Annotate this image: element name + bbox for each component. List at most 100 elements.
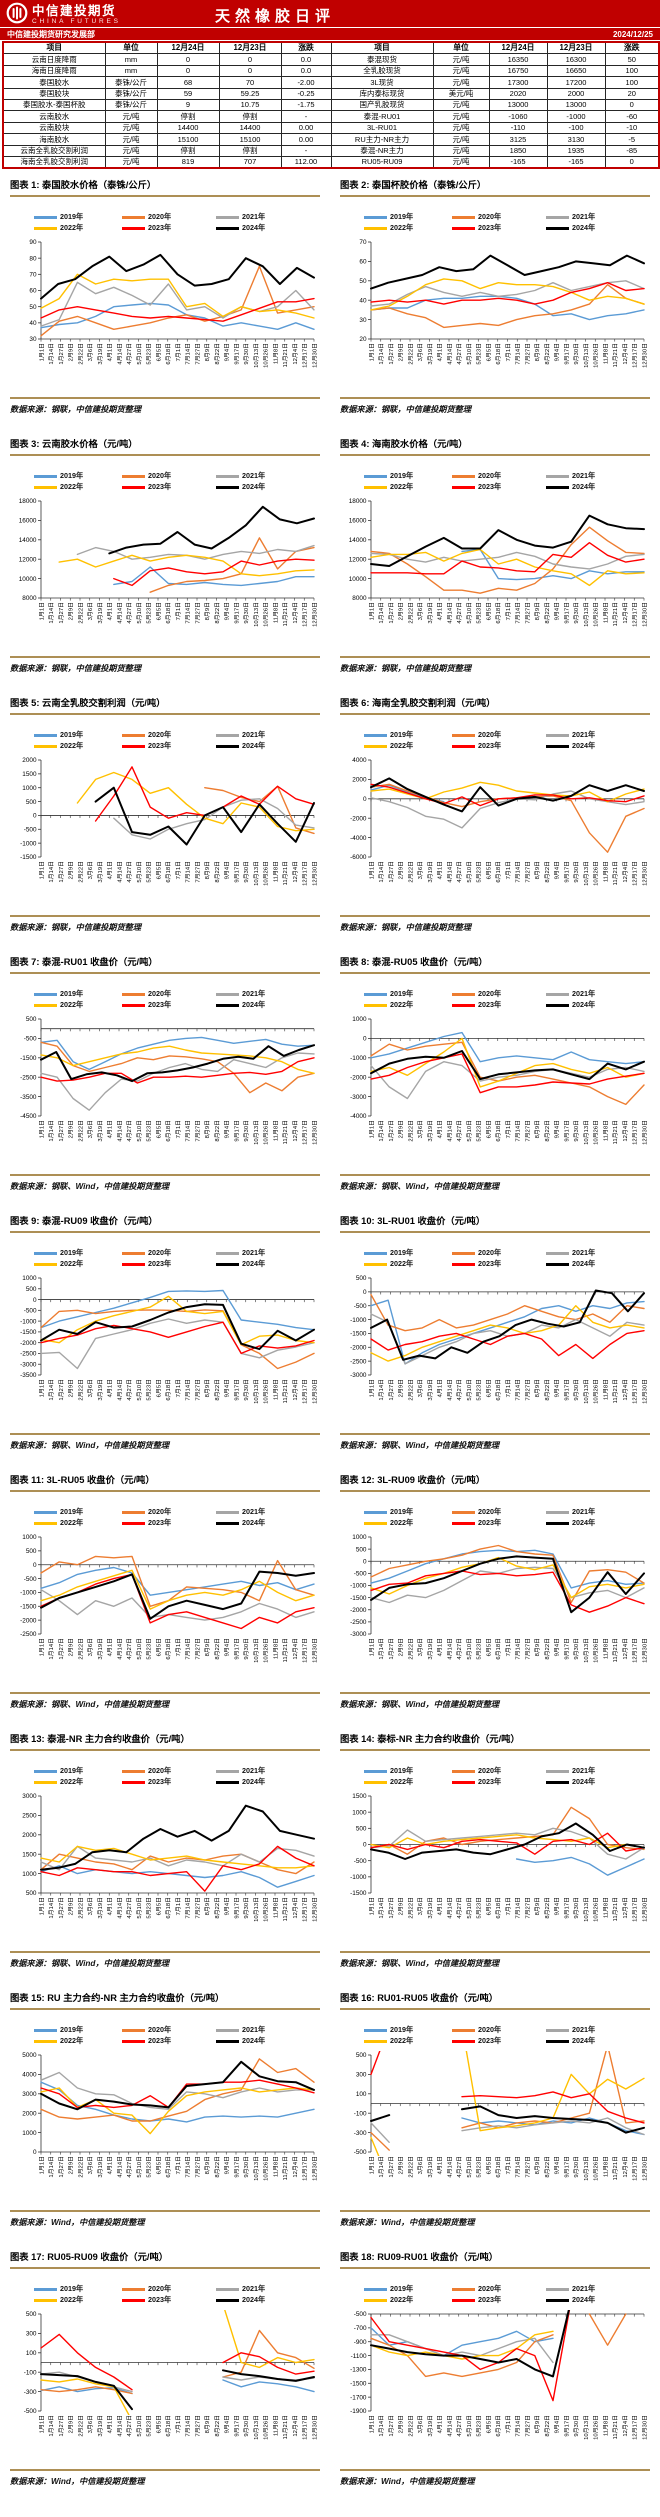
svg-text:-500: -500 xyxy=(354,1571,367,1578)
svg-text:7月27日: 7月27日 xyxy=(524,1638,531,1660)
svg-text:4月27日: 4月27日 xyxy=(126,1120,133,1142)
svg-text:12月30日: 12月30日 xyxy=(311,1379,318,1404)
legend-label: 2023年 xyxy=(148,1518,172,1528)
legend-color-swatch xyxy=(122,2288,145,2291)
legend-color-swatch xyxy=(452,1770,475,1773)
svg-text:7月14日: 7月14日 xyxy=(515,1379,522,1401)
legend-item: 2023年 xyxy=(122,1259,216,1269)
svg-text:8月22日: 8月22日 xyxy=(544,2156,551,2178)
svg-text:2月22日: 2月22日 xyxy=(77,2415,84,2437)
svg-text:3月6日: 3月6日 xyxy=(87,2415,94,2433)
svg-text:7月27日: 7月27日 xyxy=(194,1379,201,1401)
svg-text:12月30日: 12月30日 xyxy=(641,343,648,368)
svg-text:4月27日: 4月27日 xyxy=(126,2415,133,2437)
svg-text:6月5日: 6月5日 xyxy=(485,861,492,879)
svg-text:6月5日: 6月5日 xyxy=(485,1120,492,1138)
svg-text:60: 60 xyxy=(29,288,37,295)
svg-text:7月1日: 7月1日 xyxy=(505,2415,512,2433)
svg-text:4月1日: 4月1日 xyxy=(107,1638,114,1656)
svg-text:0: 0 xyxy=(33,1562,37,1569)
legend-color-swatch xyxy=(122,475,145,478)
svg-text:1月14日: 1月14日 xyxy=(48,1379,55,1401)
svg-text:14000: 14000 xyxy=(19,537,37,544)
legend-label: 2019年 xyxy=(390,212,414,222)
legend-label: 2024年 xyxy=(242,223,266,233)
svg-text:9月17日: 9月17日 xyxy=(233,2415,240,2437)
table-cell: 1850 xyxy=(488,144,548,157)
svg-text:11月21日: 11月21日 xyxy=(282,602,289,626)
legend-label: 2020年 xyxy=(478,2284,502,2294)
svg-text:12月17日: 12月17日 xyxy=(302,2156,309,2181)
legend-item: 2020年 xyxy=(452,730,546,740)
legend-item: 2020年 xyxy=(122,1507,216,1517)
legend-item: 2024年 xyxy=(216,741,304,751)
svg-text:1月27日: 1月27日 xyxy=(58,1638,65,1660)
svg-text:-4000: -4000 xyxy=(350,835,367,842)
svg-text:-4500: -4500 xyxy=(20,1113,37,1120)
table-cell: -85 xyxy=(604,144,660,157)
svg-text:12月17日: 12月17日 xyxy=(632,2415,639,2440)
legend-item: 2022年 xyxy=(34,1518,122,1528)
svg-text:6月5日: 6月5日 xyxy=(485,1897,492,1915)
svg-text:4月1日: 4月1日 xyxy=(437,2415,444,2433)
legend-label: 2020年 xyxy=(148,730,172,740)
table-cell: 0 xyxy=(604,155,660,169)
legend-item: 2019年 xyxy=(34,730,122,740)
svg-text:2000: 2000 xyxy=(22,757,37,764)
legend-item: 2019年 xyxy=(34,1766,122,1776)
svg-text:8月9日: 8月9日 xyxy=(204,1897,211,1915)
table-cell: -5 xyxy=(604,133,660,146)
svg-text:7月1日: 7月1日 xyxy=(505,2156,512,2174)
svg-text:-3000: -3000 xyxy=(350,1372,367,1379)
legend-label: 2019年 xyxy=(390,989,414,999)
legend-color-swatch xyxy=(546,1781,569,1784)
table-cell: 国产乳胶现货 xyxy=(330,98,434,112)
svg-text:1月14日: 1月14日 xyxy=(378,2156,385,2178)
svg-text:7月14日: 7月14日 xyxy=(185,1897,192,1919)
svg-text:7月27日: 7月27日 xyxy=(524,2156,531,2178)
svg-text:9月30日: 9月30日 xyxy=(573,1897,580,1919)
svg-text:0: 0 xyxy=(363,1036,367,1043)
svg-text:2月9日: 2月9日 xyxy=(68,1897,75,1915)
legend-item: 2021年 xyxy=(546,989,634,999)
svg-text:4月1日: 4月1日 xyxy=(437,2156,444,2174)
legend-item: 2023年 xyxy=(122,1777,216,1787)
svg-text:3月6日: 3月6日 xyxy=(417,2415,424,2433)
table-row: 云南胶块 元/吨 14400 14400 0.00 3L-RU01 元/吨 -110 -100-… xyxy=(2,121,660,135)
legend-item: 2022年 xyxy=(34,2295,122,2305)
legend-label: 2021年 xyxy=(242,1507,266,1517)
legend-color-swatch xyxy=(546,745,569,748)
legend-color-swatch xyxy=(122,1004,145,1007)
svg-text:11月21日: 11月21日 xyxy=(612,2156,619,2180)
svg-text:3月19日: 3月19日 xyxy=(97,861,104,883)
svg-text:-6000: -6000 xyxy=(350,854,367,861)
legend-label: 2020年 xyxy=(478,212,502,222)
legend-label: 2019年 xyxy=(60,989,84,999)
chart-source: 数据来源：钢联、Wind，中信建投期货整理 xyxy=(340,1174,650,1192)
svg-text:3月6日: 3月6日 xyxy=(417,1897,424,1915)
legend-color-swatch xyxy=(34,227,57,230)
legend-label: 2021年 xyxy=(572,1248,596,1258)
table-cell: 云南胶水 xyxy=(2,110,106,123)
svg-text:7月1日: 7月1日 xyxy=(505,1379,512,1397)
legend-item: 2023年 xyxy=(452,1000,546,1010)
legend-color-swatch xyxy=(546,216,569,219)
legend-color-swatch xyxy=(546,475,569,478)
legend-color-swatch xyxy=(364,1511,387,1514)
svg-text:11月8日: 11月8日 xyxy=(602,2156,609,2177)
svg-text:12月17日: 12月17日 xyxy=(302,343,309,368)
legend-label: 2019年 xyxy=(390,471,414,481)
legend-label: 2024年 xyxy=(572,223,596,233)
svg-text:12月17日: 12月17日 xyxy=(632,343,639,368)
svg-text:1月14日: 1月14日 xyxy=(378,2415,385,2437)
svg-text:9月4日: 9月4日 xyxy=(554,343,561,361)
svg-text:6月18日: 6月18日 xyxy=(165,1379,172,1401)
legend-item: 2023年 xyxy=(122,2295,216,2305)
svg-text:100: 100 xyxy=(26,2350,37,2357)
svg-text:1月27日: 1月27日 xyxy=(388,602,395,624)
legend-color-swatch xyxy=(546,1522,569,1525)
svg-text:6月18日: 6月18日 xyxy=(495,1638,502,1660)
svg-text:-2000: -2000 xyxy=(350,1075,367,1082)
svg-text:1月27日: 1月27日 xyxy=(58,861,65,883)
